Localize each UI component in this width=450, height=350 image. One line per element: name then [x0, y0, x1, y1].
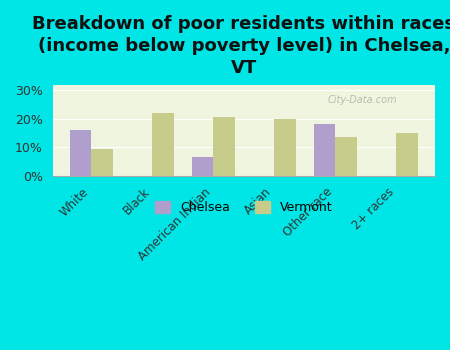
Title: Breakdown of poor residents within races
(income below poverty level) in Chelsea: Breakdown of poor residents within races… [32, 15, 450, 77]
Legend: Chelsea, Vermont: Chelsea, Vermont [150, 196, 338, 219]
Bar [396, 133, 418, 175]
Text: City-Data.com: City-Data.com [328, 96, 397, 105]
Bar [335, 137, 357, 175]
Bar [314, 124, 335, 175]
Bar [213, 117, 234, 175]
Bar [192, 157, 213, 175]
Bar [70, 130, 91, 175]
Bar [91, 148, 112, 175]
Bar [152, 113, 174, 175]
Bar [274, 119, 296, 175]
